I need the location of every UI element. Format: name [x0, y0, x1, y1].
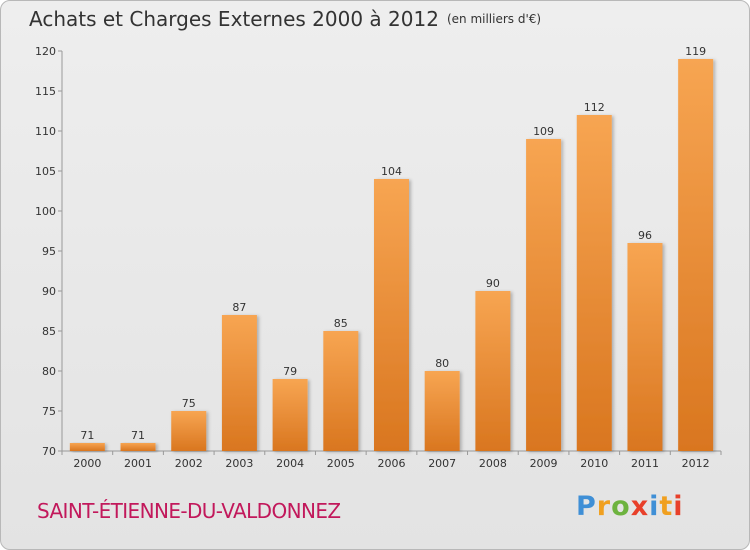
x-tick-label: 2006 [378, 457, 406, 470]
y-tick-label: 100 [35, 205, 56, 218]
bar-value-label: 104 [381, 165, 402, 178]
y-tick-label: 105 [35, 165, 56, 178]
bar-value-label: 80 [435, 357, 449, 370]
bar-2009 [526, 139, 562, 451]
x-tick-label: 2007 [428, 457, 456, 470]
bar-value-label: 85 [334, 317, 348, 330]
bar-2002 [171, 411, 207, 451]
bar-value-label: 75 [182, 397, 196, 410]
y-tick-label: 95 [42, 245, 56, 258]
logo-letter: t [659, 491, 674, 522]
x-tick-label: 2002 [175, 457, 203, 470]
x-tick-label: 2011 [631, 457, 659, 470]
chart-data-labels: 71 71 75 87 79 85 104 80 90 109 112 96 119 [80, 45, 706, 442]
bar-2001 [120, 443, 156, 451]
logo-letter: i [649, 491, 660, 522]
chart-title: Achats et Charges Externes 2000 à 2012 (e… [29, 7, 541, 31]
bar-value-label: 87 [232, 301, 246, 314]
x-tick-label: 2009 [530, 457, 558, 470]
bar-2003 [221, 315, 257, 451]
x-tick-label: 2001 [124, 457, 152, 470]
logo-letter: P [576, 491, 597, 522]
bar-2008 [475, 291, 511, 451]
location-name: SAINT-ÉTIENNE-DU-VALDONNEZ [37, 499, 341, 523]
x-tick-label: 2005 [327, 457, 355, 470]
bar-value-label: 71 [80, 429, 94, 442]
bar-value-label: 79 [283, 365, 297, 378]
y-tick-label: 115 [35, 85, 56, 98]
bar-2005 [323, 331, 359, 451]
y-tick-label: 75 [42, 405, 56, 418]
y-tick-label: 85 [42, 325, 56, 338]
chart-bars [69, 59, 714, 451]
x-tick-label: 2010 [580, 457, 608, 470]
x-tick-label: 2003 [225, 457, 253, 470]
bar-value-label: 112 [584, 101, 605, 114]
y-tick-label: 90 [42, 285, 56, 298]
bar-2000 [69, 443, 105, 451]
bar-value-label: 119 [685, 45, 706, 58]
logo-letter: o [611, 491, 631, 522]
logo-letter: r [596, 491, 612, 522]
y-tick-label: 70 [42, 445, 56, 458]
x-tick-label: 2012 [682, 457, 710, 470]
y-tick-label: 120 [35, 45, 56, 58]
bar-value-label: 109 [533, 125, 554, 138]
logo-letter: i [673, 491, 684, 522]
logo-letter: x [630, 491, 650, 522]
bar-2006 [374, 179, 409, 451]
x-tick-label: 2004 [276, 457, 304, 470]
bar-2011 [627, 243, 663, 451]
bar-value-label: 96 [638, 229, 652, 242]
bar-value-label: 71 [131, 429, 145, 442]
bar-2010 [576, 115, 612, 451]
chart-unit-label: (en milliers d'€) [446, 12, 542, 26]
x-tick-label: 2008 [479, 457, 507, 470]
proxiti-logo: Proxiti [576, 491, 684, 522]
chart-title-text: Achats et Charges Externes 2000 à 2012 [29, 7, 439, 31]
x-tick-label: 2000 [73, 457, 101, 470]
bar-2004 [272, 379, 308, 451]
bar-2007 [424, 371, 460, 451]
y-tick-label: 80 [42, 365, 56, 378]
y-tick-label: 110 [35, 125, 56, 138]
bar-2012 [678, 59, 714, 451]
bar-value-label: 90 [486, 277, 500, 290]
chart-axes: 70 75 80 85 90 95 100 105 110 115 120 2000 2001 2002 2… [35, 45, 722, 470]
